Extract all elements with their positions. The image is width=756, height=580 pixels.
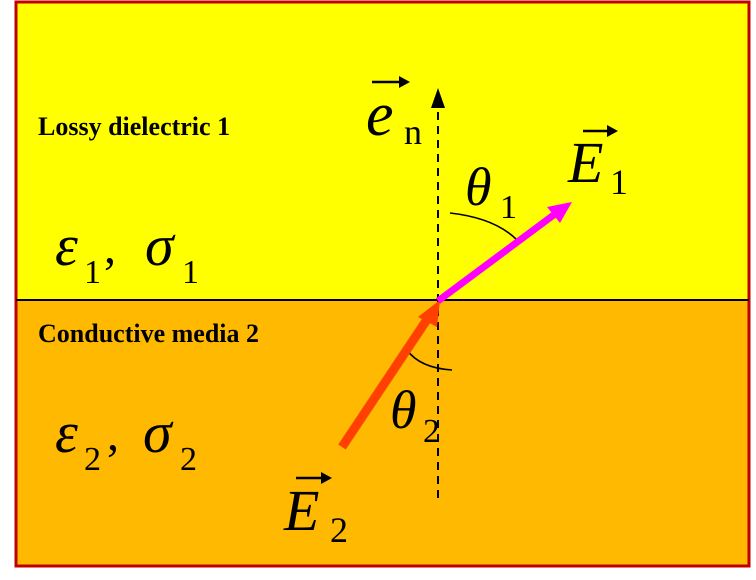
theta-1-subscript: 1 xyxy=(500,189,517,226)
epsilon-1-subscript: 1 xyxy=(84,254,101,291)
region-1-fill xyxy=(16,2,749,300)
vector-e1-arrow xyxy=(435,211,558,304)
normal-arrowhead xyxy=(431,88,445,108)
diagram-frame xyxy=(14,0,751,568)
theta-2-symbol: θ xyxy=(390,380,417,440)
e-n-symbol: e xyxy=(366,81,394,149)
region-2-label: Conductive media 2 xyxy=(38,319,259,348)
region-2-separator: , xyxy=(107,408,119,461)
epsilon-1-symbol: ε xyxy=(55,213,78,278)
epsilon-2-symbol: ε xyxy=(55,400,78,465)
e-n-vector-bar-head xyxy=(399,76,410,88)
vector-e2-arrowhead xyxy=(418,300,440,327)
e1-symbol: E xyxy=(567,130,603,195)
theta-2-subscript: 2 xyxy=(423,413,440,450)
e1-vector-bar-head xyxy=(607,125,618,137)
theta-1-symbol: θ xyxy=(465,157,492,217)
e2-subscript: 2 xyxy=(330,510,348,550)
region-1-separator: , xyxy=(104,221,116,274)
e-n-subscript: n xyxy=(404,112,422,152)
e1-subscript: 1 xyxy=(610,162,628,202)
region-1-label: Lossy dielectric 1 xyxy=(38,112,230,141)
sigma-1-symbol: σ xyxy=(145,213,176,278)
e2-symbol: E xyxy=(283,478,319,543)
vector-e2-arrow xyxy=(338,315,432,450)
sigma-2-subscript: 2 xyxy=(180,441,197,478)
epsilon-2-subscript: 2 xyxy=(84,441,101,478)
sigma-2-symbol: σ xyxy=(143,400,174,465)
sigma-1-subscript: 1 xyxy=(182,254,199,291)
vector-e1-arrowhead xyxy=(547,202,572,223)
angle-1-arc xyxy=(449,212,518,241)
e2-vector-bar-head xyxy=(321,472,332,484)
region-2-fill xyxy=(16,300,749,566)
